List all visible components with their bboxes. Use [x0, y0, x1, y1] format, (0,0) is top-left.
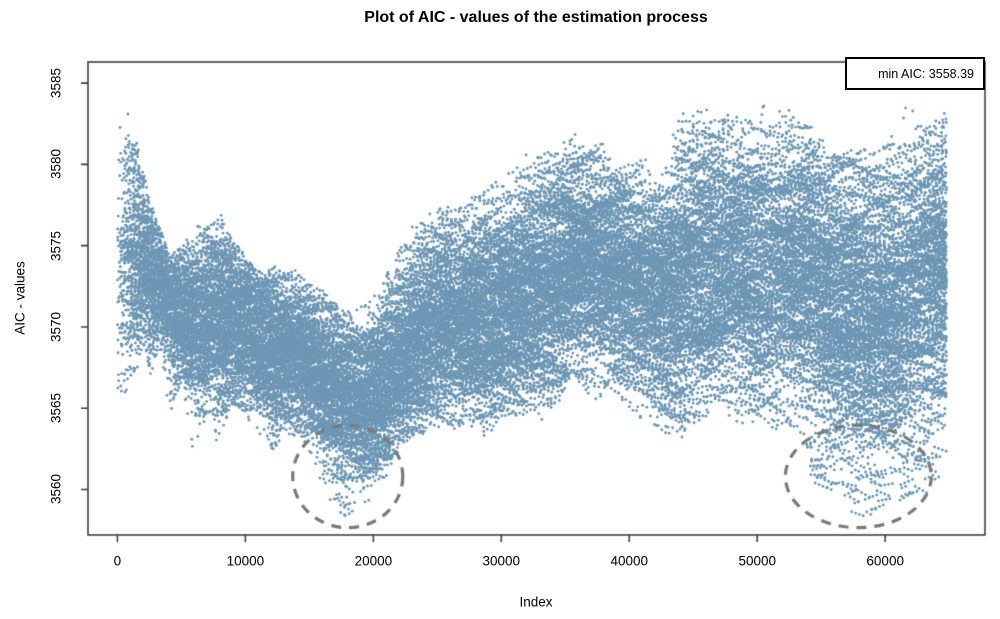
x-tick-label: 60000	[866, 553, 904, 569]
x-tick-label: 40000	[610, 553, 649, 569]
x-tick-label: 20000	[354, 553, 393, 569]
y-tick-label: 3570	[48, 311, 64, 342]
y-tick-label: 3575	[48, 230, 64, 261]
y-tick-label: 3585	[48, 68, 64, 99]
x-tick-label: 10000	[226, 553, 265, 569]
y-axis-label: AIC - values	[12, 261, 28, 335]
y-tick-label: 3580	[48, 149, 64, 180]
y-tick-label: 3560	[48, 474, 64, 505]
x-axis-label: Index	[519, 594, 553, 610]
legend-min-aic-label: min AIC: 3558.39	[878, 66, 974, 81]
legend-box: min AIC: 3558.39	[845, 57, 985, 90]
y-tick-label: 3565	[48, 393, 64, 424]
x-tick-label: 0	[113, 553, 122, 569]
x-tick-label: 50000	[738, 553, 776, 569]
chart-title: Plot of AIC - values of the estimation p…	[364, 9, 708, 26]
x-tick-label: 30000	[482, 553, 521, 569]
